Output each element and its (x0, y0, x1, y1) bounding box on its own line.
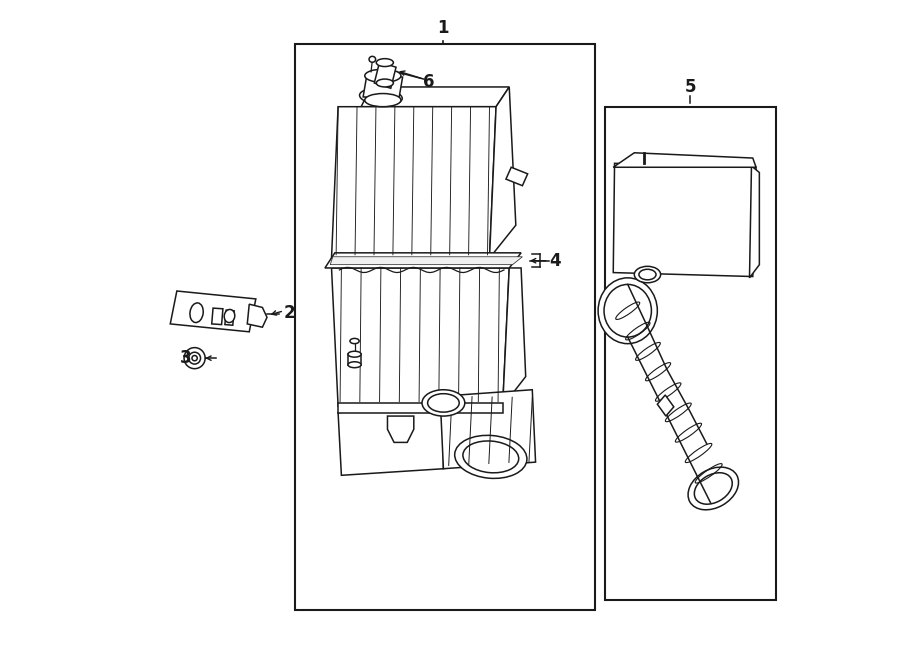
Ellipse shape (224, 309, 235, 323)
Ellipse shape (364, 94, 401, 106)
Ellipse shape (634, 266, 661, 283)
Polygon shape (225, 310, 234, 325)
Ellipse shape (454, 436, 526, 479)
Polygon shape (170, 291, 256, 332)
Ellipse shape (428, 394, 459, 412)
Polygon shape (248, 304, 267, 327)
Ellipse shape (598, 278, 657, 344)
Ellipse shape (184, 348, 205, 369)
Polygon shape (348, 354, 361, 365)
Polygon shape (503, 268, 526, 407)
Ellipse shape (376, 79, 393, 87)
Polygon shape (331, 268, 509, 407)
Ellipse shape (369, 56, 375, 62)
Polygon shape (361, 87, 509, 106)
Polygon shape (750, 166, 760, 278)
Polygon shape (506, 167, 527, 186)
Ellipse shape (376, 59, 393, 67)
Text: 1: 1 (437, 19, 449, 37)
Text: 4: 4 (550, 252, 561, 270)
Ellipse shape (350, 338, 359, 344)
Polygon shape (363, 74, 402, 100)
Ellipse shape (604, 284, 652, 337)
Ellipse shape (422, 390, 464, 416)
Ellipse shape (351, 352, 358, 362)
Text: 2: 2 (284, 303, 295, 322)
Polygon shape (605, 106, 776, 600)
Polygon shape (613, 163, 756, 276)
Polygon shape (295, 44, 595, 610)
Polygon shape (338, 403, 503, 412)
Polygon shape (331, 106, 496, 258)
Polygon shape (388, 416, 414, 442)
Polygon shape (325, 253, 521, 268)
Polygon shape (490, 87, 516, 258)
Text: 3: 3 (180, 349, 191, 367)
Ellipse shape (189, 352, 201, 364)
Ellipse shape (639, 269, 656, 280)
Ellipse shape (688, 467, 739, 510)
Polygon shape (374, 62, 396, 89)
Polygon shape (440, 390, 536, 469)
Ellipse shape (190, 303, 203, 323)
Ellipse shape (192, 356, 197, 361)
Ellipse shape (364, 69, 401, 83)
Ellipse shape (348, 362, 361, 368)
Ellipse shape (360, 89, 402, 105)
Ellipse shape (694, 473, 733, 504)
Ellipse shape (348, 351, 361, 357)
Text: 5: 5 (685, 78, 696, 96)
Polygon shape (212, 308, 223, 325)
Text: 6: 6 (423, 73, 435, 91)
Polygon shape (657, 395, 674, 416)
Polygon shape (338, 400, 444, 475)
Polygon shape (613, 153, 756, 167)
Polygon shape (330, 256, 522, 264)
Ellipse shape (365, 91, 397, 103)
Ellipse shape (463, 441, 518, 473)
